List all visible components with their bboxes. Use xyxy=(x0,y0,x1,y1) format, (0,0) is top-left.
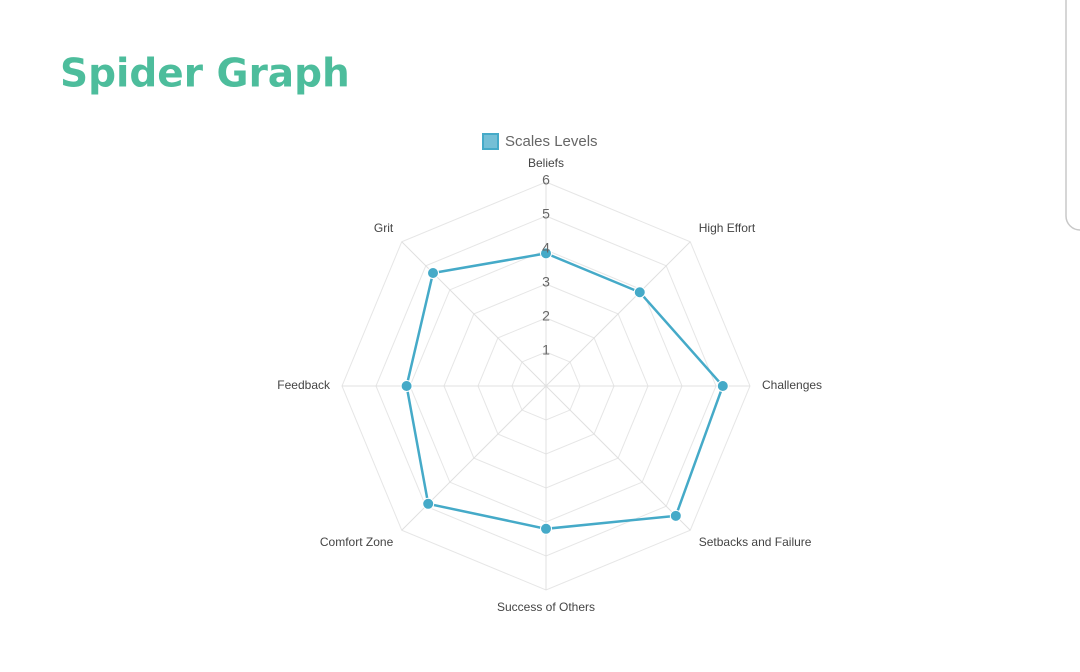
data-point xyxy=(540,522,552,535)
data-point xyxy=(422,497,435,510)
data-point xyxy=(716,380,729,392)
spoke xyxy=(545,385,691,531)
spoke xyxy=(401,385,547,531)
side-card xyxy=(1065,0,1080,231)
spoke xyxy=(401,241,547,387)
spoke xyxy=(545,241,691,387)
r-tick-label: 1 xyxy=(542,342,550,358)
r-tick-label: 3 xyxy=(542,274,550,290)
r-tick-label: 4 xyxy=(542,240,550,256)
axis-label: Challenges xyxy=(762,378,822,392)
axis-label: Comfort Zone xyxy=(320,535,394,549)
data-point xyxy=(400,380,413,392)
axis-label: Grit xyxy=(374,221,394,235)
r-tick-label: 6 xyxy=(542,172,550,188)
data-point xyxy=(669,509,682,522)
axis-label: High Effort xyxy=(699,221,756,235)
axis-label: Feedback xyxy=(277,378,331,392)
axis-label: Setbacks and Failure xyxy=(699,535,812,549)
data-point xyxy=(427,267,440,280)
legend-label: Scales Levels xyxy=(505,133,598,150)
r-tick-label: 5 xyxy=(542,206,550,222)
data-point xyxy=(633,286,646,299)
axis-label: Success of Others xyxy=(497,600,595,614)
data-point xyxy=(540,247,552,260)
axis-label: Beliefs xyxy=(528,156,564,170)
r-tick-label: 2 xyxy=(542,308,550,324)
page-title: Spider Graph xyxy=(60,52,350,97)
legend-swatch xyxy=(482,133,499,150)
